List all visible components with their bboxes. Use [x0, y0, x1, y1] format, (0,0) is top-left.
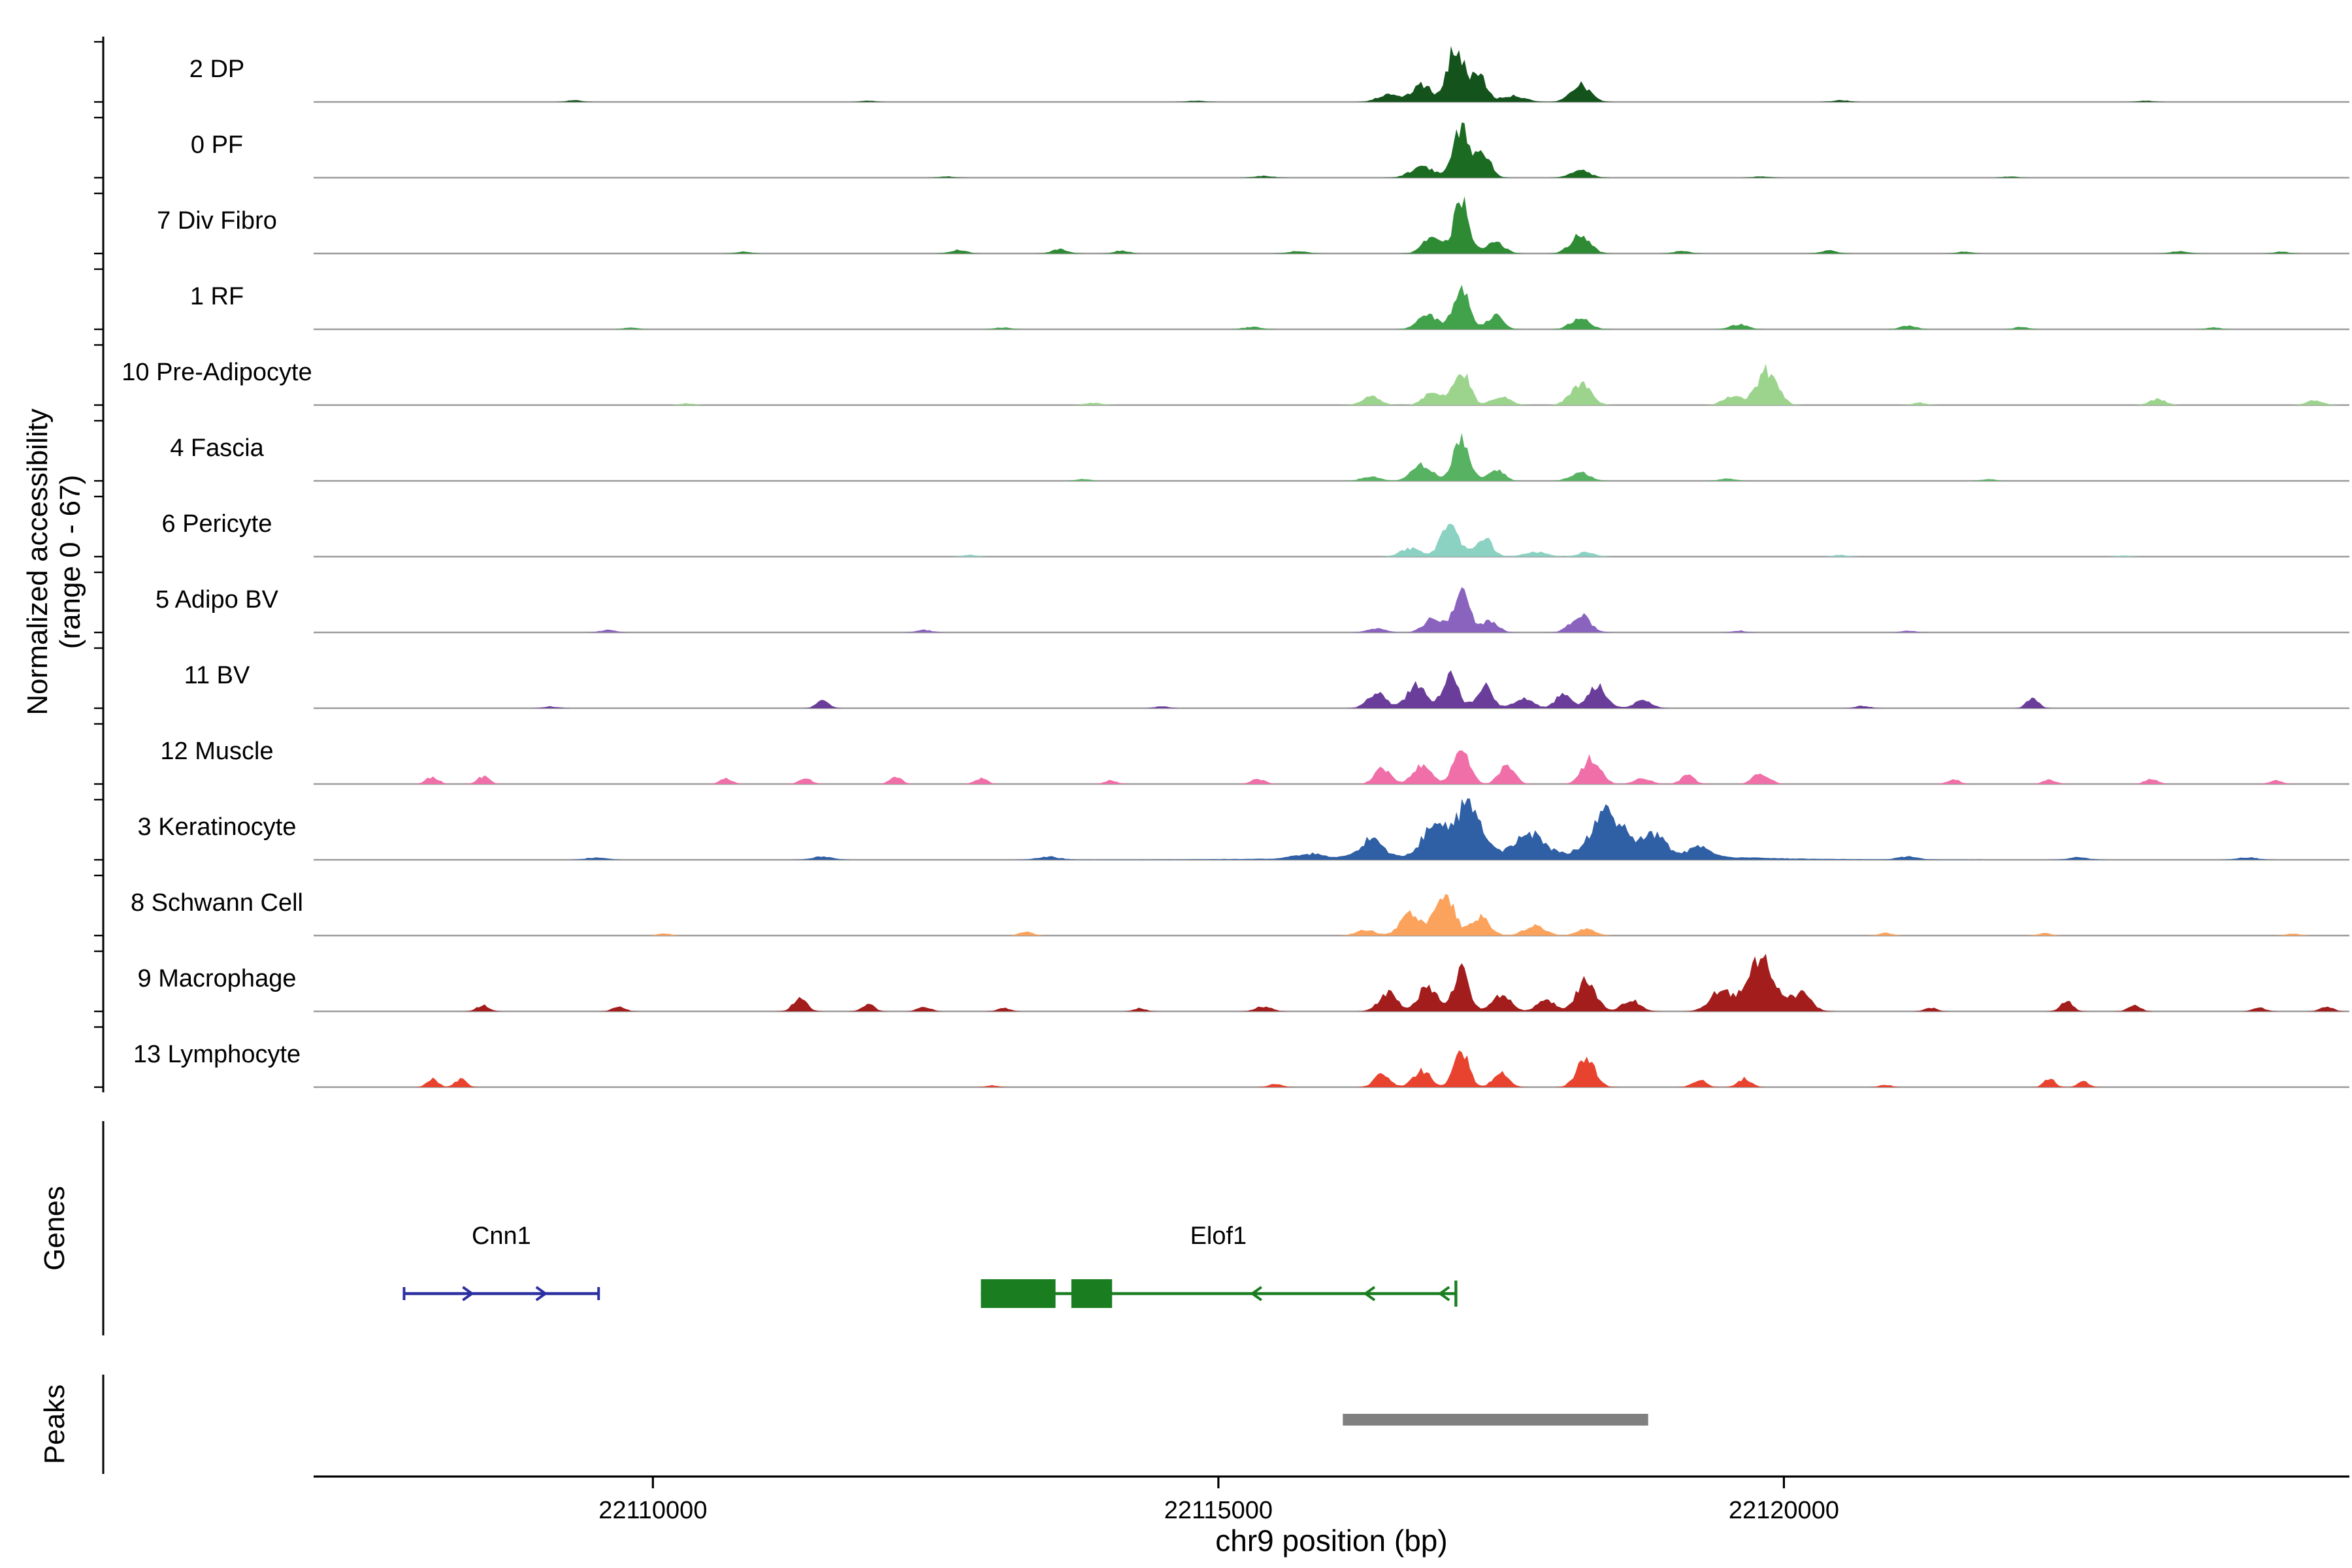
gene-name-label: Elof1 [1190, 1222, 1247, 1250]
gene-strand-arrow [535, 1286, 548, 1301]
gene-strand-arrow [1437, 1286, 1450, 1301]
peaks-section-label: Peaks [38, 1384, 71, 1465]
track-signal-1-rf [314, 285, 2349, 329]
track-signal-10-pre-adipocyte [314, 363, 2349, 405]
gene-strand-arrow [1250, 1286, 1262, 1301]
track-signal-2-dp [314, 46, 2349, 102]
track-signal-12-muscle [314, 750, 2349, 784]
track-signal-11-bv [314, 670, 2349, 708]
x-axis-title: chr9 position (bp) [1215, 1524, 1448, 1558]
gene-strand-arrow [1363, 1286, 1376, 1301]
track-signal-0-pf [314, 122, 2349, 178]
track-signal-9-macrophage [314, 953, 2349, 1011]
track-label-6-pericyte: 6 Pericyte [162, 510, 272, 538]
genes-section-label: Genes [38, 1186, 71, 1271]
track-label-0-pf: 0 PF [191, 131, 243, 159]
x-axis-tick-label: 22110000 [598, 1497, 707, 1524]
track-signal-3-keratinocyte [314, 798, 2349, 860]
track-label-10-pre-adipocyte: 10 Pre-Adipocyte [122, 359, 312, 386]
y-axis-label: Normalized accessibility (range 0 - 67) [21, 261, 89, 862]
gene-exon [1071, 1279, 1113, 1308]
track-signal-8-schwann-cell [314, 894, 2349, 936]
track-signal-7-div-fibro [314, 196, 2349, 253]
x-axis-tick-label: 22115000 [1164, 1497, 1273, 1524]
gene-elof1: Elof1 [981, 1222, 1458, 1308]
track-label-9-macrophage: 9 Macrophage [138, 965, 297, 992]
track-label-13-lymphocyte: 13 Lymphocyte [133, 1041, 301, 1068]
track-label-3-keratinocyte: 3 Keratinocyte [138, 813, 297, 841]
track-signal-6-pericyte [314, 523, 2349, 557]
track-label-8-schwann-cell: 8 Schwann Cell [131, 889, 303, 917]
gene-name-label: Cnn1 [472, 1222, 531, 1250]
track-label-2-dp: 2 DP [189, 56, 244, 83]
x-axis-tick-label: 22120000 [1729, 1497, 1839, 1524]
y-axis-label-line1: Normalized accessibility [21, 408, 54, 715]
track-signal-13-lymphocyte [314, 1050, 2349, 1087]
track-label-1-rf: 1 RF [190, 283, 244, 310]
gene-exon [981, 1279, 1056, 1308]
gene-cnn1: Cnn1 [402, 1222, 600, 1301]
track-label-7-div-fibro: 7 Div Fibro [157, 207, 277, 235]
y-axis-label-line2: (range 0 - 67) [54, 474, 86, 649]
peak-region-bar [1343, 1414, 1648, 1426]
track-label-5-adipo-bv: 5 Adipo BV [155, 586, 279, 613]
track-label-4-fascia: 4 Fascia [170, 434, 264, 462]
track-label-11-bv: 11 BV [184, 662, 250, 689]
track-signal-5-adipo-bv [314, 587, 2349, 632]
track-signal-4-fascia [314, 433, 2349, 481]
gene-strand-arrow [462, 1286, 474, 1301]
track-label-12-muscle: 12 Muscle [160, 738, 273, 765]
